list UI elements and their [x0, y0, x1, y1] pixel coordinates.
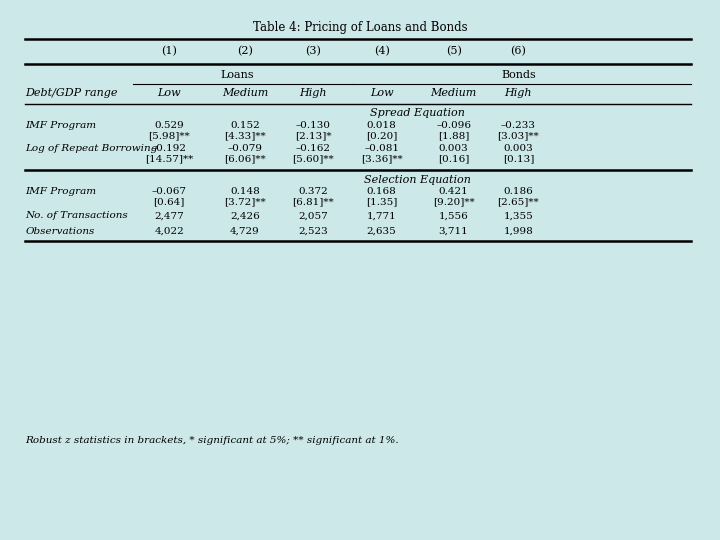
Text: 1,355: 1,355: [503, 212, 534, 220]
Text: (6): (6): [510, 46, 526, 57]
Text: 2,426: 2,426: [230, 212, 260, 220]
Text: Medium: Medium: [222, 88, 268, 98]
Text: 0.152: 0.152: [230, 122, 260, 130]
Text: –0.233: –0.233: [501, 122, 536, 130]
Text: Bonds: Bonds: [501, 70, 536, 79]
Text: [2.65]**: [2.65]**: [498, 198, 539, 206]
Text: 1,556: 1,556: [438, 212, 469, 220]
Text: [6.06]**: [6.06]**: [224, 154, 266, 163]
Text: Robust z statistics in brackets, * significant at 5%; ** significant at 1%.: Robust z statistics in brackets, * signi…: [25, 436, 399, 444]
Text: [9.20]**: [9.20]**: [433, 198, 474, 206]
Text: Debt/GDP range: Debt/GDP range: [25, 88, 117, 98]
Text: –0.067: –0.067: [152, 187, 186, 196]
Text: Selection Equation: Selection Equation: [364, 175, 471, 185]
Text: 4,729: 4,729: [230, 227, 260, 235]
Text: (4): (4): [374, 46, 390, 57]
Text: High: High: [300, 88, 327, 98]
Text: 0.421: 0.421: [438, 187, 469, 196]
Text: IMF Program: IMF Program: [25, 187, 96, 196]
Text: Loans: Loans: [221, 70, 254, 79]
Text: Log of Repeat Borrowing: Log of Repeat Borrowing: [25, 144, 158, 153]
Text: 2,057: 2,057: [298, 212, 328, 220]
Text: (3): (3): [305, 46, 321, 57]
Text: [0.20]: [0.20]: [366, 132, 397, 140]
Text: [0.13]: [0.13]: [503, 154, 534, 163]
Text: –0.162: –0.162: [296, 144, 330, 153]
Text: [1.35]: [1.35]: [366, 198, 397, 206]
Text: 1,771: 1,771: [366, 212, 397, 220]
Text: Observations: Observations: [25, 227, 94, 235]
Text: No. of Transactions: No. of Transactions: [25, 212, 128, 220]
Text: 0.372: 0.372: [298, 187, 328, 196]
Text: (5): (5): [446, 46, 462, 57]
Text: Medium: Medium: [431, 88, 477, 98]
Text: 2,523: 2,523: [298, 227, 328, 235]
Text: [3.36]**: [3.36]**: [361, 154, 402, 163]
Text: [1.88]: [1.88]: [438, 132, 469, 140]
Text: [5.98]**: [5.98]**: [148, 132, 190, 140]
Text: –0.192: –0.192: [152, 144, 186, 153]
Text: [5.60]**: [5.60]**: [292, 154, 334, 163]
Text: 2,477: 2,477: [154, 212, 184, 220]
Text: 0.168: 0.168: [366, 187, 397, 196]
Text: 0.148: 0.148: [230, 187, 260, 196]
Text: Low: Low: [158, 88, 181, 98]
Text: [0.16]: [0.16]: [438, 154, 469, 163]
Text: [14.57]**: [14.57]**: [145, 154, 194, 163]
Text: 0.186: 0.186: [503, 187, 534, 196]
Text: [2.13]*: [2.13]*: [295, 132, 331, 140]
Text: –0.096: –0.096: [436, 122, 471, 130]
Text: [0.64]: [0.64]: [153, 198, 185, 206]
Text: Low: Low: [370, 88, 393, 98]
Text: –0.079: –0.079: [228, 144, 262, 153]
Text: [3.72]**: [3.72]**: [224, 198, 266, 206]
Text: –0.081: –0.081: [364, 144, 399, 153]
Text: 1,998: 1,998: [503, 227, 534, 235]
Text: [3.03]**: [3.03]**: [498, 132, 539, 140]
Text: 3,711: 3,711: [438, 227, 469, 235]
Text: Table 4: Pricing of Loans and Bonds: Table 4: Pricing of Loans and Bonds: [253, 21, 467, 33]
Text: 0.003: 0.003: [503, 144, 534, 153]
Text: 4,022: 4,022: [154, 227, 184, 235]
Text: 0.018: 0.018: [366, 122, 397, 130]
Text: –0.130: –0.130: [296, 122, 330, 130]
Text: 0.529: 0.529: [154, 122, 184, 130]
Text: (1): (1): [161, 46, 177, 57]
Text: 2,635: 2,635: [366, 227, 397, 235]
Text: 0.003: 0.003: [438, 144, 469, 153]
Text: [6.81]**: [6.81]**: [292, 198, 334, 206]
Text: Spread Equation: Spread Equation: [370, 109, 465, 118]
Text: (2): (2): [237, 46, 253, 57]
Text: [4.33]**: [4.33]**: [224, 132, 266, 140]
Text: IMF Program: IMF Program: [25, 122, 96, 130]
Text: High: High: [505, 88, 532, 98]
